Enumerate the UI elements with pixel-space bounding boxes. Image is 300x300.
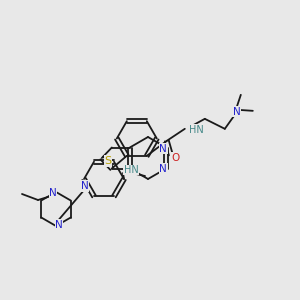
Text: N: N: [159, 164, 167, 173]
Text: S: S: [104, 156, 111, 166]
Text: N: N: [55, 220, 63, 230]
Text: N: N: [233, 107, 241, 117]
Text: HN: HN: [124, 165, 138, 175]
Text: N: N: [49, 188, 57, 198]
Text: N: N: [81, 181, 89, 191]
Text: HN: HN: [189, 125, 204, 135]
Text: O: O: [172, 153, 180, 163]
Text: N: N: [159, 143, 167, 154]
